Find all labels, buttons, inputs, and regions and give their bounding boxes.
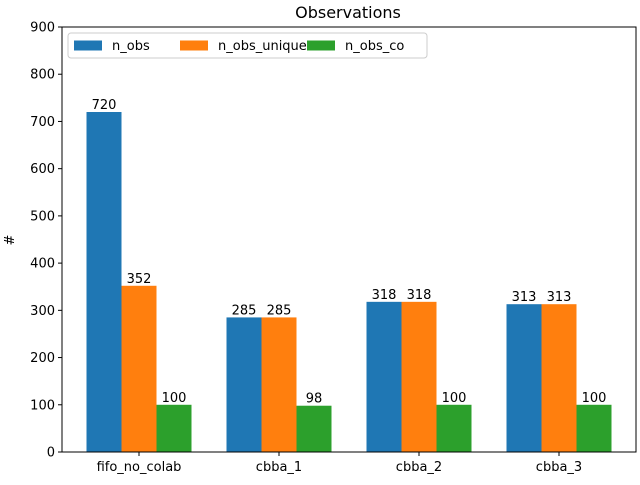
legend-swatch-n_obs	[74, 40, 102, 51]
y-tick-label: 200	[30, 351, 55, 366]
bar-n_obs-cbba_1	[226, 317, 262, 452]
bar-n_obs_co-cbba_1	[296, 405, 332, 452]
data-labels-layer: 720 352 100 285 285 98 318 318 100 313 313 100	[92, 98, 607, 407]
bar-n_obs-cbba_3	[506, 304, 542, 452]
legend: n_obs n_obs_unique n_obs_co	[67, 32, 428, 59]
data-label-n_obs-cbba_3: 313	[512, 290, 537, 305]
y-tick-label: 900	[30, 21, 55, 36]
bar-n_obs_co-cbba_3	[576, 404, 612, 452]
legend-label-n_obs_unique: n_obs_unique	[218, 39, 307, 54]
bar-n_obs-fifo_no_colab	[86, 112, 122, 452]
x-tick-label: cbba_1	[256, 460, 302, 475]
data-label-n_obs_unique-cbba_2: 318	[407, 288, 432, 303]
plot-frame	[61, 26, 637, 453]
bar-n_obs_unique-cbba_3	[541, 304, 577, 452]
bar-n_obs_co-fifo_no_colab	[156, 404, 192, 452]
bar-n_obs_unique-cbba_2	[401, 301, 437, 452]
legend-swatch-n_obs_unique	[180, 40, 208, 51]
bar-n_obs-cbba_2	[366, 301, 402, 452]
y-tick-label: 600	[30, 162, 55, 177]
data-label-n_obs_co-cbba_1: 98	[306, 392, 323, 407]
y-tick-label: 100	[30, 398, 55, 413]
x-tick-label: cbba_3	[536, 460, 582, 475]
legend-box	[67, 32, 428, 59]
y-tick-label: 400	[30, 257, 55, 272]
legend-label-n_obs: n_obs	[112, 39, 150, 54]
legend-label-n_obs_co: n_obs_co	[345, 39, 404, 54]
axes-layer: fifo_no_colab cbba_1 cbba_2 cbba_3 0 100 200 30…	[30, 21, 637, 475]
data-label-n_obs_co-cbba_3: 100	[582, 391, 607, 406]
legend-swatch-n_obs_co	[307, 40, 335, 51]
bars-layer	[86, 112, 612, 452]
y-axis-label: #	[3, 235, 18, 246]
y-tick-label: 500	[30, 209, 55, 224]
data-label-n_obs_co-cbba_2: 100	[442, 391, 467, 406]
data-label-n_obs_unique-fifo_no_colab: 352	[127, 272, 152, 287]
y-tick-label: 700	[30, 115, 55, 130]
data-label-n_obs-cbba_2: 318	[372, 288, 397, 303]
data-label-n_obs-fifo_no_colab: 720	[92, 98, 117, 113]
x-tick-label: fifo_no_colab	[97, 460, 182, 475]
bar-n_obs_unique-fifo_no_colab	[121, 285, 157, 452]
data-label-n_obs_unique-cbba_1: 285	[267, 303, 292, 318]
y-tick-label: 0	[47, 446, 55, 461]
chart-title: Observations	[295, 3, 401, 22]
data-label-n_obs-cbba_1: 285	[232, 303, 257, 318]
data-label-n_obs_unique-cbba_3: 313	[547, 290, 572, 305]
bar-n_obs_unique-cbba_1	[261, 317, 297, 452]
bar-n_obs_co-cbba_2	[436, 404, 472, 452]
x-tick-label: cbba_2	[396, 460, 442, 475]
y-tick-label: 800	[30, 68, 55, 83]
y-tick-label: 300	[30, 304, 55, 319]
data-label-n_obs_co-fifo_no_colab: 100	[162, 391, 187, 406]
